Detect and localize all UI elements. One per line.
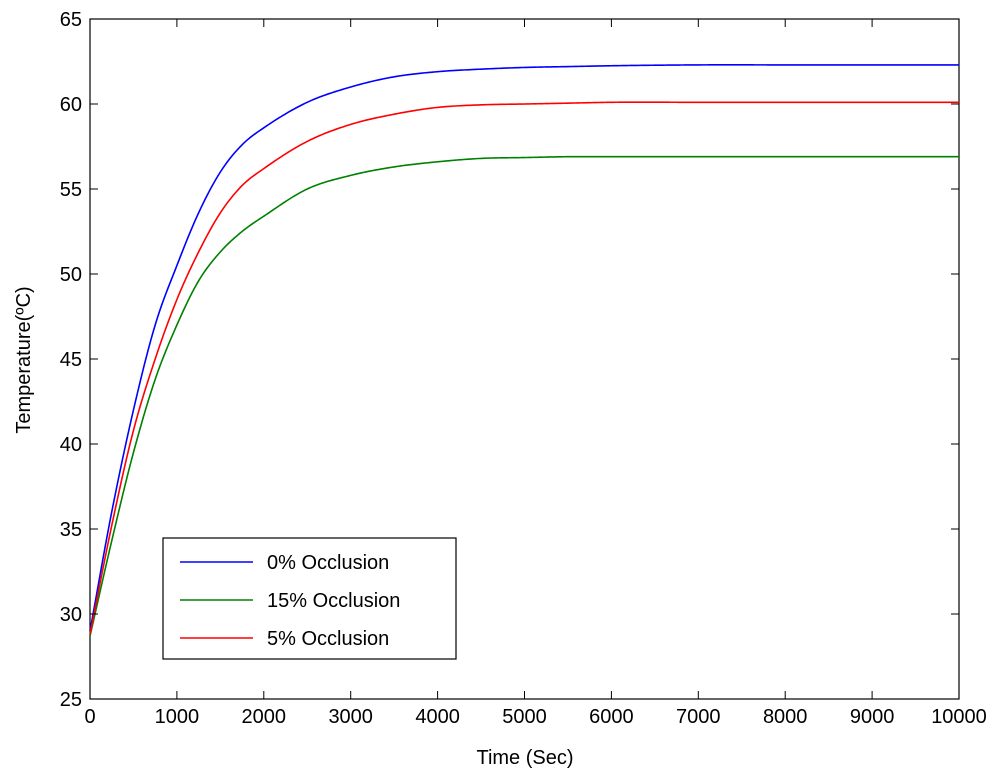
y-tick-label: 65 bbox=[60, 9, 82, 31]
legend-label-2: 5% Occlusion bbox=[267, 628, 389, 650]
x-tick-label: 1000 bbox=[155, 706, 200, 728]
x-tick-label: 8000 bbox=[763, 706, 808, 728]
x-tick-label: 4000 bbox=[415, 706, 460, 728]
legend: 0% Occlusion 15% Occlusion 5% Occlusion bbox=[162, 537, 457, 660]
legend-box bbox=[162, 537, 457, 660]
x-tick-label: 10000 bbox=[931, 706, 987, 728]
y-tick-label: 35 bbox=[60, 519, 82, 541]
x-tick-label: 7000 bbox=[676, 706, 721, 728]
legend-label-0: 0% Occlusion bbox=[267, 552, 389, 574]
y-tick-label: 55 bbox=[60, 179, 82, 201]
y-tick-label: 30 bbox=[60, 604, 82, 626]
y-tick-label: 50 bbox=[60, 264, 82, 286]
x-tick-label: 6000 bbox=[589, 706, 634, 728]
y-tick-label: 25 bbox=[60, 689, 82, 711]
x-tick-label: 9000 bbox=[850, 706, 895, 728]
y-tick-label: 60 bbox=[60, 94, 82, 116]
x-axis-label: Time (Sec) bbox=[476, 747, 573, 769]
series-layer bbox=[89, 64, 959, 637]
x-tick-label: 5000 bbox=[502, 706, 547, 728]
x-tick-label: 0 bbox=[84, 706, 95, 728]
y-tick-label: 45 bbox=[60, 349, 82, 371]
series-line-1 bbox=[89, 155, 959, 637]
ticks-layer: 0 1000 2000 3000 4000 5000 6000 7000 8000 9000 100… bbox=[60, 9, 987, 728]
x-tick-label: 3000 bbox=[328, 706, 373, 728]
legend-label-1: 15% Occlusion bbox=[267, 590, 400, 612]
y-axis-label: Temperature(ºC) bbox=[13, 286, 35, 433]
x-tick-label: 2000 bbox=[242, 706, 287, 728]
series-line-2 bbox=[89, 101, 959, 635]
y-tick-label: 40 bbox=[60, 434, 82, 456]
series-line-0 bbox=[89, 64, 959, 632]
